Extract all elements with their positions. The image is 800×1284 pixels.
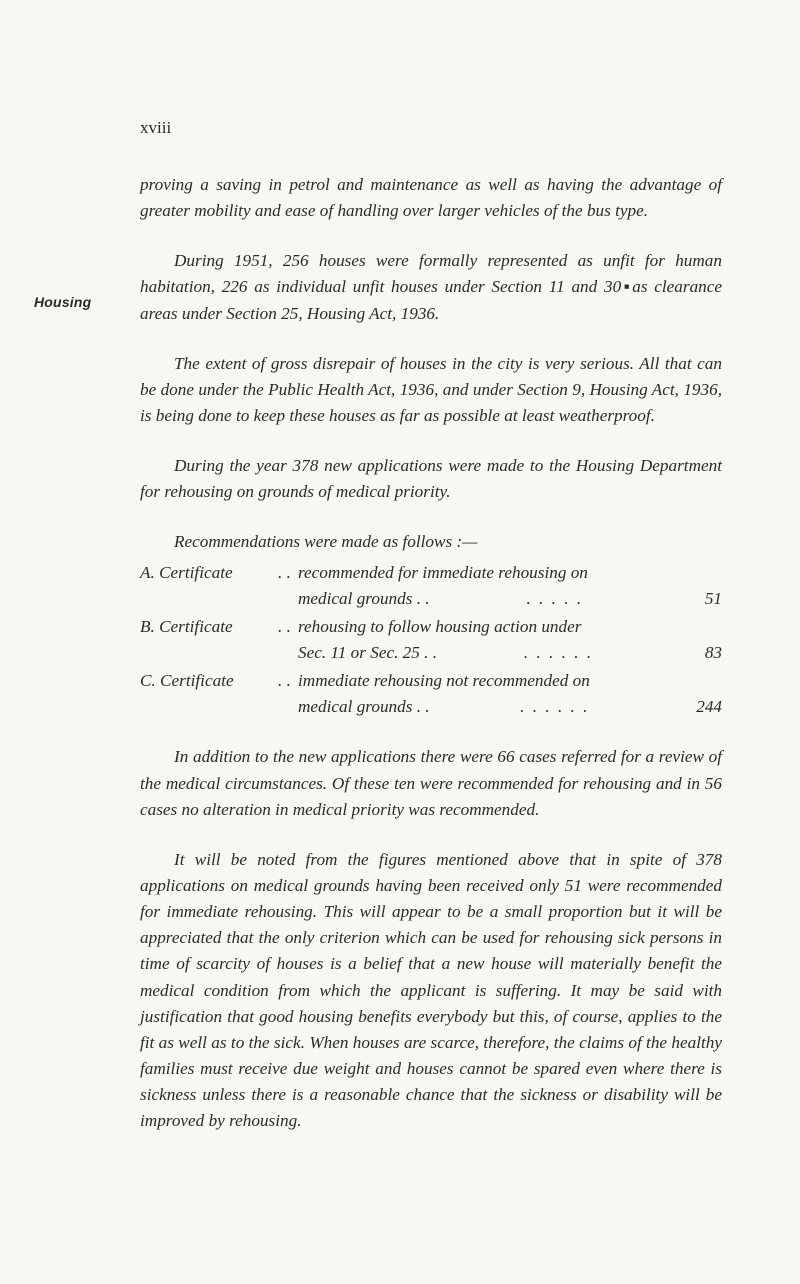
- rec-a-dots: . .: [278, 560, 298, 586]
- rec-c-label: C. Certificate: [140, 668, 278, 694]
- rec-b-text: rehousing to follow housing action under…: [298, 614, 722, 666]
- rec-a-text: recommended for immediate rehousing on m…: [298, 560, 722, 612]
- footnote-mark-icon: ▪: [621, 277, 632, 296]
- recommendations-intro: Recommendations were made as follows :—: [140, 529, 722, 555]
- page-number: xviii: [140, 118, 722, 138]
- rec-a-label: A. Certificate: [140, 560, 278, 586]
- rec-a-leader: . . . . .: [430, 586, 680, 612]
- rec-a-line2: medical grounds . .: [298, 586, 430, 612]
- rec-c-number: 244: [680, 694, 722, 720]
- marginal-label-housing: Housing: [34, 294, 91, 310]
- recommendation-a: A. Certificate . . recommended for immed…: [140, 560, 722, 612]
- rec-b-label: B. Certificate: [140, 614, 278, 640]
- rec-c-leader: . . . . . .: [430, 694, 680, 720]
- paragraph-2: During 1951, 256 houses were formally re…: [140, 248, 722, 326]
- paragraph-4: During the year 378 new applications wer…: [140, 453, 722, 505]
- rec-a-number: 51: [680, 586, 722, 612]
- paragraph-6: It will be noted from the figures mentio…: [140, 847, 722, 1135]
- rec-c-dots: . .: [278, 668, 298, 694]
- rec-b-dots: . .: [278, 614, 298, 640]
- rec-b-leader: . . . . . .: [437, 640, 680, 666]
- rec-c-text: immediate rehousing not recommended on m…: [298, 668, 722, 720]
- rec-c-line1: immediate rehousing not recommended on: [298, 668, 722, 694]
- paragraph-5: In addition to the new applications ther…: [140, 744, 722, 822]
- rec-b-line1: rehousing to follow housing action under: [298, 614, 722, 640]
- recommendations-block: Recommendations were made as follows :— …: [140, 529, 722, 720]
- paragraph-1: proving a saving in petrol and maintenan…: [140, 172, 722, 224]
- document-page: xviii Housing proving a saving in petrol…: [0, 0, 800, 1284]
- rec-b-line2: Sec. 11 or Sec. 25 . .: [298, 640, 437, 666]
- recommendation-b: B. Certificate . . rehousing to follow h…: [140, 614, 722, 666]
- rec-c-line2: medical grounds . .: [298, 694, 430, 720]
- recommendation-c: C. Certificate . . immediate rehousing n…: [140, 668, 722, 720]
- rec-a-line1: recommended for immediate rehousing on: [298, 560, 722, 586]
- paragraph-3: The extent of gross disrepair of houses …: [140, 351, 722, 429]
- rec-b-number: 83: [680, 640, 722, 666]
- body-text: proving a saving in petrol and maintenan…: [140, 172, 722, 1134]
